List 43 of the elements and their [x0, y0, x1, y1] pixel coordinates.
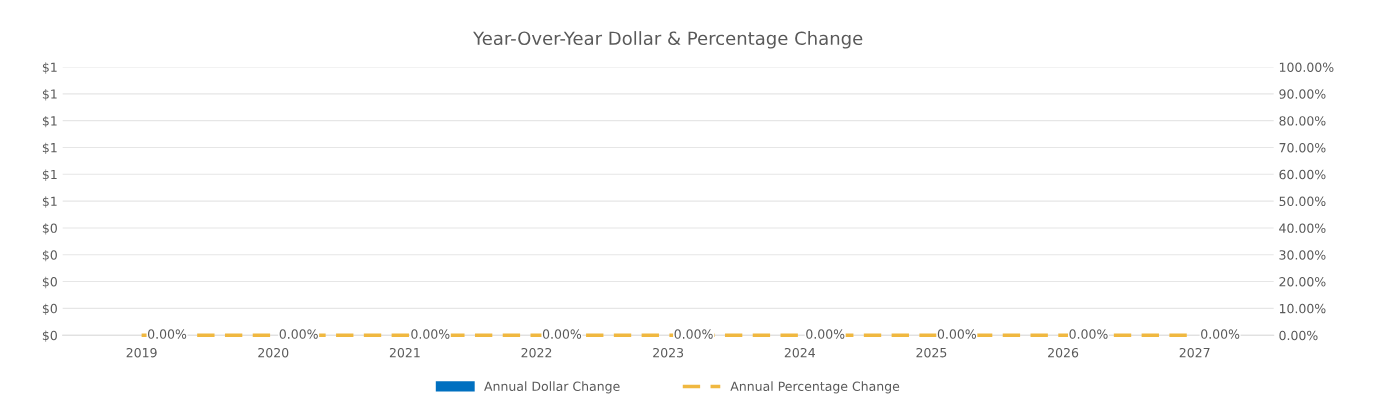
- x-tick-label: 2019: [126, 347, 157, 358]
- x-tick-label: 2021: [389, 347, 420, 358]
- y-tick-label: $1: [42, 169, 57, 181]
- data-label: 0.00%: [279, 329, 318, 339]
- legend-label: Annual Percentage Change: [730, 381, 900, 394]
- y2-tick-label: 80.00%: [1279, 116, 1326, 126]
- y-tick-label: $0: [42, 223, 57, 235]
- chart-title: Year-Over-Year Dollar & Percentage Change: [473, 31, 863, 49]
- y2-tick-label: 90.00%: [1279, 89, 1326, 99]
- y-tick-label: $1: [42, 89, 57, 101]
- legend-label: Annual Dollar Change: [484, 381, 620, 394]
- y2-tick-label: 70.00%: [1279, 142, 1326, 153]
- x-tick-label: 2024: [784, 347, 815, 358]
- y2-tick-label: 100.00%: [1279, 62, 1334, 72]
- y2-tick-label: 0.00%: [1279, 330, 1318, 341]
- data-label: 0.00%: [674, 329, 713, 339]
- data-label: 0.00%: [1069, 329, 1108, 339]
- data-label: 0.00%: [411, 329, 450, 339]
- y2-tick-label: 10.00%: [1279, 303, 1326, 314]
- x-tick-label: 2027: [1179, 347, 1210, 358]
- y-tick-label: $0: [42, 303, 57, 315]
- x-tick-label: 2020: [258, 347, 289, 358]
- y-tick-label: $1: [42, 115, 57, 128]
- y2-tick-label: 40.00%: [1279, 223, 1326, 233]
- y-tick-label: $0: [42, 250, 57, 262]
- data-label: 0.00%: [148, 329, 187, 339]
- data-label: 0.00%: [1201, 329, 1240, 339]
- y2-tick-label: 20.00%: [1279, 277, 1326, 287]
- x-tick-label: 2023: [653, 347, 684, 358]
- y-tick-label: $1: [42, 62, 57, 74]
- y2-tick-label: 30.00%: [1279, 250, 1326, 260]
- y-tick-label: $0: [42, 330, 57, 342]
- data-label: 0.00%: [806, 329, 845, 339]
- data-label: 0.00%: [542, 329, 582, 339]
- y-tick-label: $0: [42, 276, 57, 289]
- y2-tick-label: 50.00%: [1279, 196, 1326, 207]
- y2-tick-label: 60.00%: [1279, 169, 1326, 180]
- y-tick-label: $1: [42, 196, 57, 208]
- y-tick-label: $1: [42, 142, 57, 155]
- x-tick-label: 2025: [916, 347, 947, 358]
- data-label: 0.00%: [937, 329, 976, 339]
- x-tick-label: 2022: [521, 347, 552, 358]
- x-tick-label: 2026: [1048, 347, 1079, 358]
